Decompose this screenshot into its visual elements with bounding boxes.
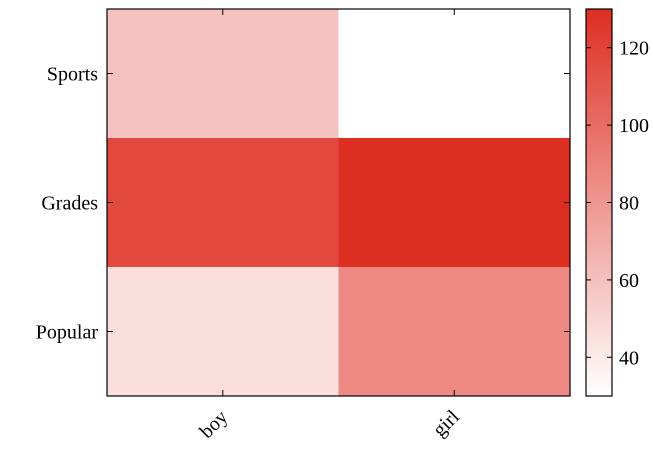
- y-axis-tick-labels: Sports Grades Popular: [36, 64, 99, 344]
- heatmap-cell: [338, 9, 571, 139]
- y-tick-label: Popular: [36, 322, 99, 344]
- heatmap-cell: [338, 138, 571, 268]
- colorbar-ticks: 40 60 80 100 120: [586, 38, 649, 369]
- colorbar-tick-label: 100: [619, 115, 649, 137]
- axis-ticks: [107, 9, 570, 396]
- heatmap-cell: [107, 9, 339, 139]
- x-axis-tick-labels: boy girl: [196, 406, 465, 443]
- heatmap-cells: [107, 9, 571, 397]
- colorbar-tick-label: 60: [619, 270, 639, 292]
- x-tick-label: girl: [429, 406, 465, 442]
- heatmap-cell: [107, 267, 339, 397]
- heatmap-cell: [107, 138, 339, 268]
- colorbar-tick-label: 40: [619, 347, 639, 369]
- y-tick-label: Grades: [41, 193, 98, 215]
- y-tick-label: Sports: [47, 64, 98, 86]
- heatmap-cell: [338, 267, 571, 397]
- colorbar-tick-label: 80: [619, 193, 639, 215]
- x-tick-label: boy: [196, 406, 233, 443]
- colorbar-tick-label: 120: [619, 38, 649, 60]
